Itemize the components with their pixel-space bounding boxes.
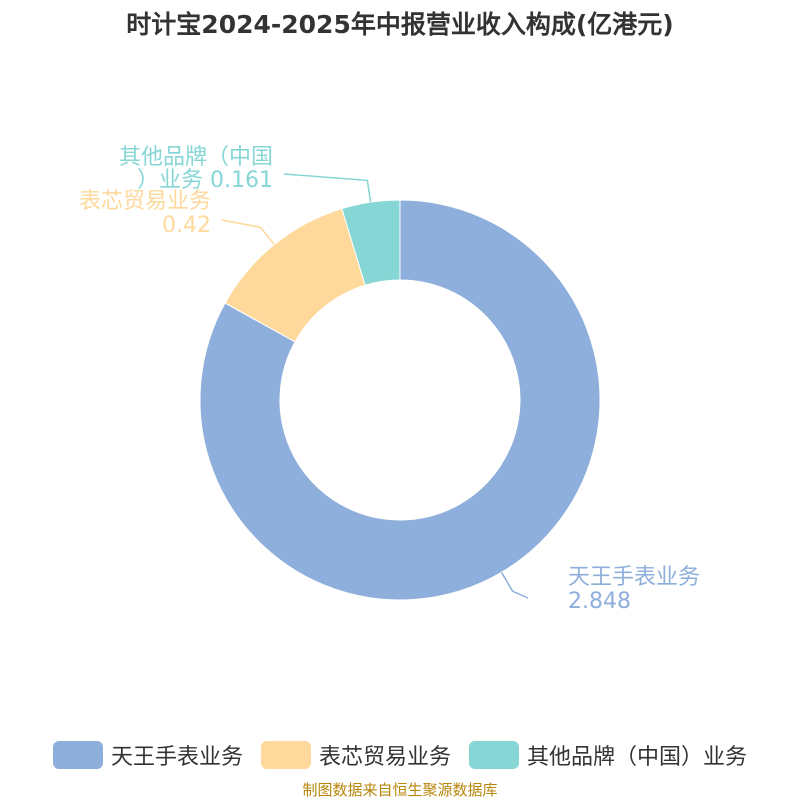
slice-value-label: 0.42 bbox=[162, 213, 211, 238]
slice-label: 表芯贸易业务 bbox=[79, 189, 211, 214]
legend-item-tianwang[interactable]: 天王手表业务 bbox=[52, 739, 243, 771]
legend-swatch bbox=[260, 741, 311, 769]
leader-line bbox=[500, 571, 529, 599]
slice-value-label: 2.848 bbox=[568, 589, 631, 614]
donut-slice[interactable] bbox=[341, 199, 401, 286]
slice-label: 其他品牌（中国 bbox=[119, 145, 273, 170]
slice-value-label: ）业务 0.161 bbox=[137, 168, 273, 193]
donut-slices bbox=[199, 199, 601, 601]
legend-label: 表芯贸易业务 bbox=[318, 745, 451, 770]
legend-swatch bbox=[469, 741, 519, 769]
source-note: 制图数据来自恒生聚源数据库 bbox=[302, 781, 498, 799]
legend-swatch bbox=[52, 741, 103, 769]
legend-item-other-brands[interactable]: 其他品牌（中国）业务 bbox=[469, 739, 747, 771]
legend-item-movement-trading[interactable]: 表芯贸易业务 bbox=[260, 739, 451, 771]
leader-line bbox=[221, 219, 275, 245]
legend: 天王手表业务 表芯贸易业务 其他品牌（中国）业务 bbox=[0, 738, 800, 772]
slice-label: 天王手表业务 bbox=[568, 565, 700, 590]
legend-label: 天王手表业务 bbox=[110, 745, 243, 770]
donut-slice[interactable] bbox=[199, 199, 601, 601]
leader-line bbox=[283, 173, 372, 203]
chart-title: 时计宝2024-2025年中报营业收入构成(亿港元) bbox=[126, 10, 673, 39]
legend-label: 其他品牌（中国）业务 bbox=[527, 745, 748, 770]
